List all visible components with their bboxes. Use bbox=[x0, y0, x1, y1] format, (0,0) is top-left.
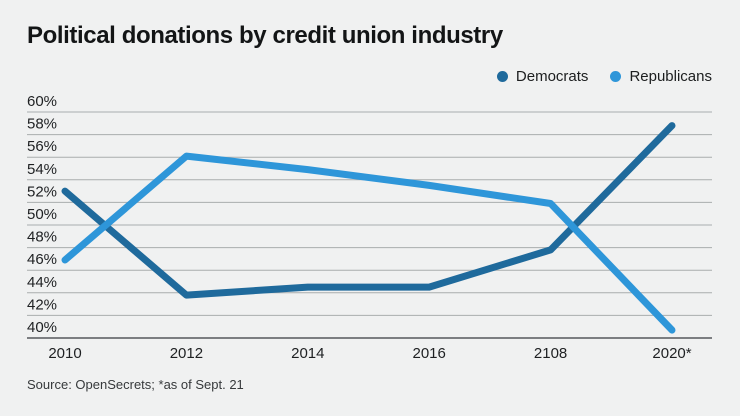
y-tick-label: 42% bbox=[27, 296, 57, 313]
legend-label-democrats: Democrats bbox=[515, 68, 589, 85]
y-tick-label: 60% bbox=[27, 93, 57, 110]
chart-title: Political donations by credit union indu… bbox=[27, 22, 503, 49]
republicans-line bbox=[61, 152, 676, 334]
source-note: Source: OpenSecrets; *as of Sept. 21 bbox=[27, 377, 244, 392]
y-tick-label: 56% bbox=[27, 138, 57, 155]
democrats-color-dot-icon bbox=[496, 71, 508, 82]
legend-item-republicans: Republicans bbox=[610, 68, 712, 85]
y-tick-label: 52% bbox=[27, 183, 57, 200]
legend-item-democrats: Democrats bbox=[496, 68, 589, 85]
x-tick-label: 2016 bbox=[413, 345, 446, 362]
x-tick-label: 2108 bbox=[534, 345, 567, 362]
legend-label-republicans: Republicans bbox=[629, 68, 712, 85]
y-tick-label: 58% bbox=[27, 116, 57, 133]
x-tick-label: 2014 bbox=[291, 345, 324, 362]
x-tick-label: 2020* bbox=[652, 345, 691, 362]
democrats-line bbox=[61, 122, 676, 299]
y-tick-label: 44% bbox=[27, 274, 57, 291]
x-tick-label: 2012 bbox=[170, 345, 203, 362]
y-tick-label: 54% bbox=[27, 161, 57, 178]
y-tick-label: 46% bbox=[27, 251, 57, 268]
republicans-color-dot-icon bbox=[610, 71, 622, 82]
y-tick-label: 48% bbox=[27, 229, 57, 246]
y-tick-label: 40% bbox=[27, 319, 57, 336]
legend: Democrats Republicans bbox=[496, 68, 712, 85]
y-tick-label: 50% bbox=[27, 206, 57, 223]
x-tick-label: 2010 bbox=[48, 345, 81, 362]
